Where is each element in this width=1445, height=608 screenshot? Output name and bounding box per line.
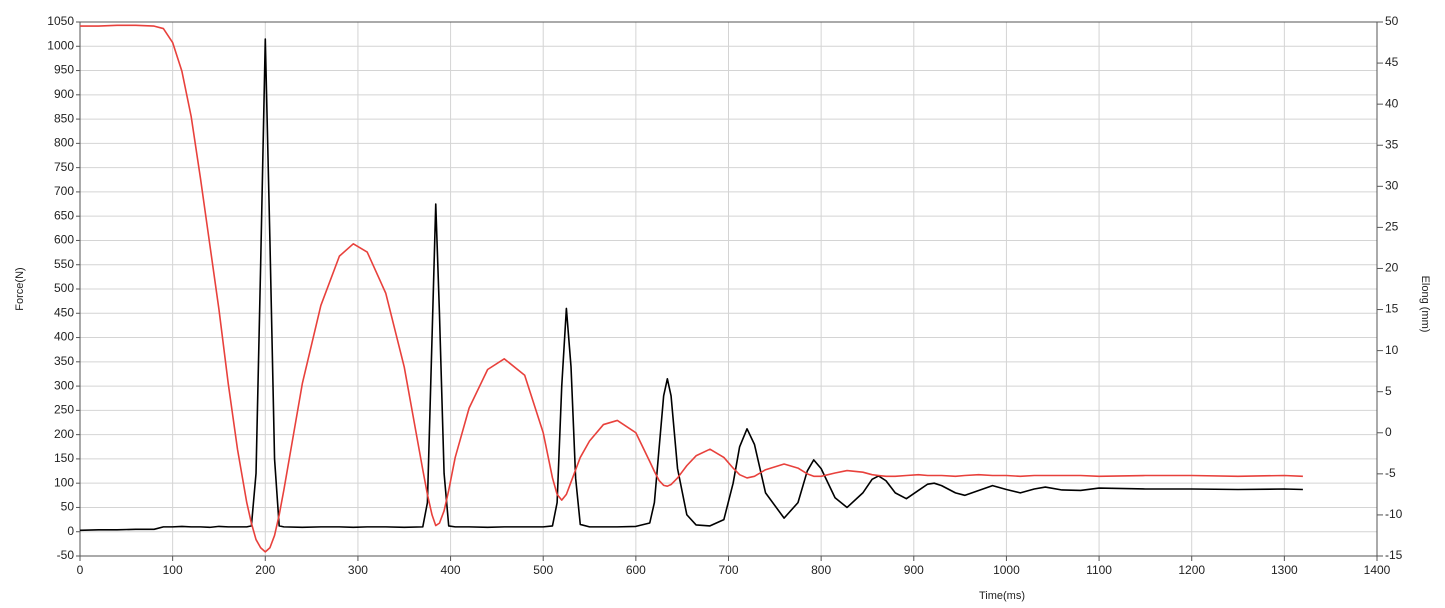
y2-tick-label: 10 [1385, 343, 1399, 357]
x-tick-label: 300 [348, 563, 368, 577]
x-tick-label: 0 [77, 563, 84, 577]
y2-tick-label: 0 [1385, 425, 1392, 439]
y-tick-label: -50 [57, 548, 75, 562]
y2-tick-label: 20 [1385, 261, 1399, 275]
y-tick-label: 900 [54, 87, 74, 101]
y2-tick-label: 15 [1385, 302, 1399, 316]
series-line [79, 38, 1303, 532]
y-tick-label: 800 [54, 136, 74, 150]
y-tick-label: 400 [54, 330, 74, 344]
y-tick-label: 250 [54, 403, 74, 417]
y-tick-label: 100 [54, 475, 74, 489]
y-tick-label: 1000 [47, 38, 74, 52]
x-tick-label: 900 [904, 563, 924, 577]
y-tick-label: 50 [61, 500, 75, 514]
y-tick-label: 850 [54, 111, 74, 125]
x-tick-label: 1100 [1086, 563, 1112, 577]
y2-tick-label: -10 [1385, 507, 1403, 521]
x-tick-label: 400 [441, 563, 461, 577]
y-tick-label: 950 [54, 63, 74, 77]
y2-tick-label: 30 [1385, 178, 1399, 192]
y-tick-label: 1050 [47, 14, 74, 28]
x-tick-label: 800 [811, 563, 831, 577]
x-axis-label: Time(ms) [979, 590, 1025, 602]
x-tick-label: 500 [533, 563, 553, 577]
y-tick-label: 150 [54, 451, 74, 465]
y-tick-label: 550 [54, 257, 74, 271]
x-tick-label: 1300 [1271, 563, 1298, 577]
plot-frame [79, 21, 1378, 557]
y2-tick-label: 35 [1385, 137, 1399, 151]
y-tick-label: 450 [54, 305, 74, 319]
y-axis-label: Force(N) [14, 267, 26, 310]
y2-axis-label: Elong (mm) [1419, 276, 1431, 333]
y2-tick-label: 40 [1385, 96, 1399, 110]
x-tick-label: 200 [255, 563, 275, 577]
y-tick-label: 700 [54, 184, 74, 198]
x-tick-label: 1000 [993, 563, 1020, 577]
x-tick-label: 1400 [1364, 563, 1391, 577]
y-tick-label: 350 [54, 354, 74, 368]
y-tick-label: 200 [54, 427, 74, 441]
x-tick-label: 100 [163, 563, 183, 577]
series-line [80, 24, 1303, 553]
y2-tick-label: 45 [1385, 55, 1399, 69]
y2-tick-label: 50 [1385, 14, 1399, 28]
y-tick-label: 600 [54, 233, 74, 247]
x-tick-label: 700 [718, 563, 738, 577]
y-tick-label: 500 [54, 281, 74, 295]
y-tick-label: 0 [67, 524, 74, 538]
y2-tick-label: 25 [1385, 220, 1399, 234]
y2-tick-label: -15 [1385, 548, 1403, 562]
y2-tick-label: -5 [1385, 466, 1396, 480]
x-tick-label: 1200 [1178, 563, 1205, 577]
y-tick-label: 650 [54, 208, 74, 222]
x-tick-label: 600 [626, 563, 646, 577]
y-tick-label: 750 [54, 160, 74, 174]
y2-tick-label: 5 [1385, 384, 1392, 398]
y-tick-label: 300 [54, 378, 74, 392]
